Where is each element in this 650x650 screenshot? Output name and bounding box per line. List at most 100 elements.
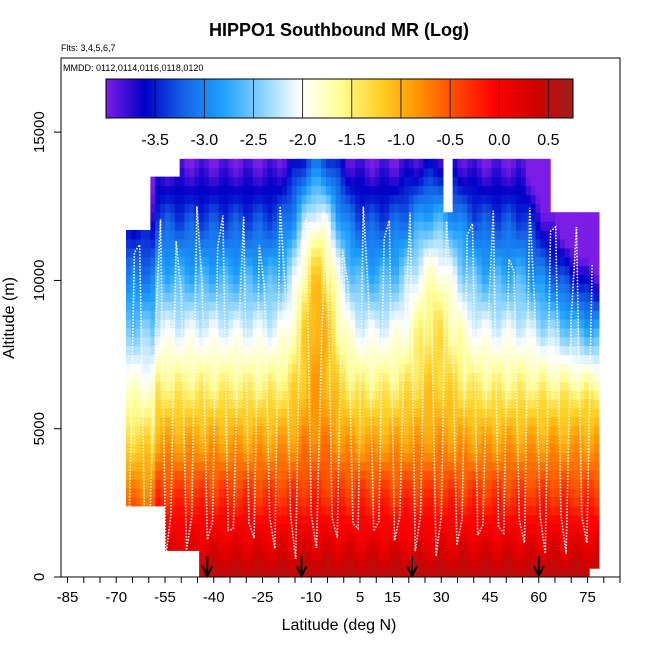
heatmap-cell — [564, 496, 571, 507]
heatmap-cell — [291, 363, 298, 373]
heatmap-cell — [423, 354, 429, 365]
heatmap-cell — [516, 203, 522, 213]
heatmap-cell — [501, 158, 507, 169]
heatmap-cell — [594, 381, 600, 391]
heatmap-cell — [184, 238, 190, 249]
heatmap-cell — [594, 292, 600, 302]
heatmap-cell — [394, 301, 400, 311]
heatmap-cell — [238, 443, 244, 454]
heatmap-cell — [155, 336, 161, 347]
heatmap-cell — [486, 568, 493, 577]
heatmap-cell — [516, 541, 522, 551]
heatmap-cell — [574, 532, 580, 543]
heatmap-cell — [169, 194, 176, 204]
heatmap-cell — [286, 390, 293, 400]
heatmap-cell — [272, 550, 278, 560]
heatmap-cell — [535, 310, 541, 320]
heatmap-cell — [257, 230, 264, 240]
heatmap-cell — [413, 568, 420, 577]
heatmap-cell — [467, 443, 473, 454]
heatmap-cell — [472, 247, 478, 258]
heatmap-cell — [199, 274, 205, 284]
heatmap-cell — [238, 479, 244, 489]
heatmap-cell — [184, 327, 190, 338]
heatmap-cell — [472, 176, 478, 187]
heatmap-cell — [311, 230, 317, 240]
heatmap-cell — [433, 310, 439, 320]
heatmap-cell — [594, 470, 600, 480]
heatmap-cell — [467, 292, 473, 302]
heatmap-cell — [496, 230, 502, 240]
heatmap-cell — [530, 221, 537, 231]
heatmap-cell — [384, 212, 390, 222]
heatmap-cell — [155, 310, 161, 320]
heatmap-cell — [184, 532, 190, 543]
heatmap-cell — [569, 407, 576, 418]
heatmap-cell — [559, 399, 566, 409]
heatmap-cell — [135, 399, 142, 409]
heatmap-cell — [325, 488, 332, 498]
heatmap-cell — [550, 452, 556, 462]
heatmap-cell — [296, 265, 303, 276]
heatmap-cell — [145, 230, 151, 240]
heatmap-cell — [330, 372, 337, 382]
heatmap-cell — [438, 416, 444, 427]
heatmap-cell — [208, 185, 215, 196]
heatmap-cell — [472, 256, 478, 267]
heatmap-cell — [530, 381, 537, 391]
heatmap-cell — [233, 194, 239, 204]
heatmap-cell — [516, 194, 522, 204]
heatmap-cell — [389, 488, 395, 498]
heatmap-cell — [306, 318, 312, 329]
heatmap-cell — [223, 443, 229, 454]
heatmap-cell — [403, 452, 410, 462]
heatmap-cell — [413, 336, 420, 347]
heatmap-cell — [130, 274, 137, 284]
heatmap-cell — [438, 203, 444, 213]
heatmap-cell — [321, 443, 327, 454]
heatmap-cell — [486, 167, 493, 178]
heatmap-cell — [481, 390, 488, 400]
heatmap-cell — [579, 514, 585, 525]
heatmap-cell — [350, 221, 356, 231]
heatmap-cell — [145, 345, 151, 356]
heatmap-cell — [160, 247, 166, 258]
heatmap-cell — [452, 532, 459, 543]
heatmap-cell — [135, 470, 142, 480]
heatmap-cell — [472, 372, 478, 382]
heatmap-cell — [296, 399, 303, 409]
y-tick-label: 10000 — [31, 260, 48, 302]
heatmap-cell — [516, 550, 522, 560]
heatmap-cell — [569, 559, 576, 569]
heatmap-cell — [423, 381, 429, 391]
heatmap-cell — [179, 532, 186, 543]
heatmap-cell — [438, 354, 444, 365]
heatmap-cell — [130, 230, 137, 240]
heatmap-cell — [213, 354, 220, 365]
heatmap-cell — [335, 425, 342, 436]
heatmap-cell — [477, 221, 483, 231]
heatmap-cell — [399, 274, 405, 284]
heatmap-cell — [374, 568, 381, 577]
heatmap-cell — [384, 514, 390, 525]
heatmap-cell — [262, 212, 268, 222]
heatmap-cell — [252, 194, 259, 204]
heatmap-cell — [340, 399, 346, 409]
heatmap-cell — [325, 532, 332, 543]
heatmap-cell — [316, 381, 322, 391]
heatmap-cell — [223, 238, 229, 249]
heatmap-cell — [126, 292, 132, 302]
heatmap-cell — [267, 399, 273, 409]
heatmap-cell — [150, 185, 156, 196]
heatmap-cell — [184, 247, 190, 258]
heatmap-cell — [384, 301, 390, 311]
heatmap-cell — [408, 247, 415, 258]
heatmap-cell — [247, 345, 254, 356]
heatmap-cell — [418, 212, 424, 222]
heatmap-cell — [223, 434, 229, 445]
heatmap-cell — [467, 310, 473, 320]
heatmap-cell — [204, 301, 210, 311]
heatmap-cell — [399, 568, 405, 577]
heatmap-cell — [257, 496, 264, 507]
heatmap-cell — [218, 532, 225, 543]
